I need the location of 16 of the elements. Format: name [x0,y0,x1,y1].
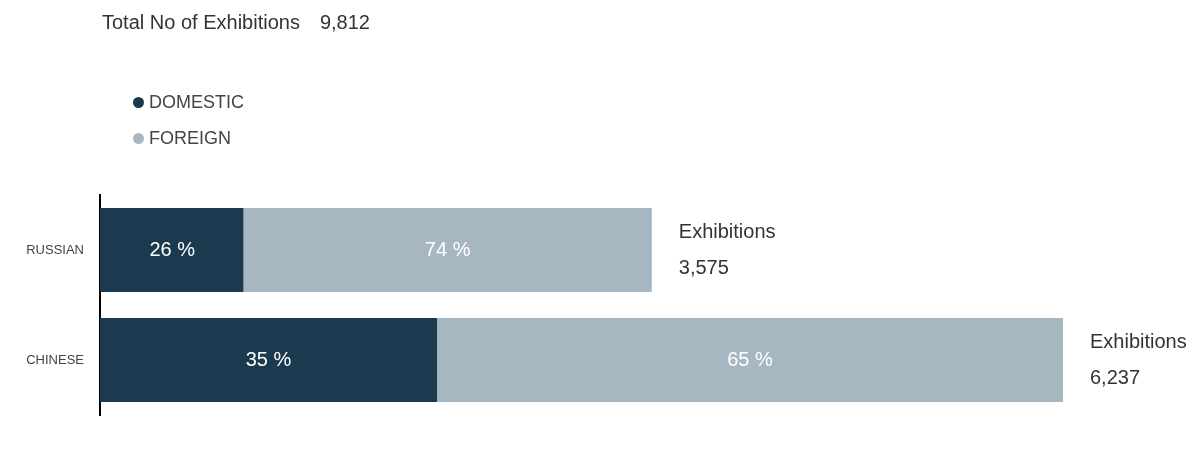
total-label: Exhibitions 3,575 [678,219,776,278]
annotation: 74 % [424,237,471,260]
annotation: 26 % [149,237,196,260]
legend-label: DOMESTIC [149,91,245,113]
bar [437,318,1063,402]
bar [100,318,438,402]
bar [100,208,244,292]
total-label: Exhibitions 6,237 [1090,329,1187,388]
y-tick-label: RUSSIAN [26,241,84,257]
legend-label: FOREIGN [149,127,232,149]
bar [243,208,652,292]
annotation: 65 % [727,347,774,370]
annotation: 35 % [245,347,292,370]
y-tick-label: CHINESE [26,351,85,367]
chart-title: Total No of Exhibitions [102,11,300,33]
chart-subtitle: 9,812 [319,11,370,33]
